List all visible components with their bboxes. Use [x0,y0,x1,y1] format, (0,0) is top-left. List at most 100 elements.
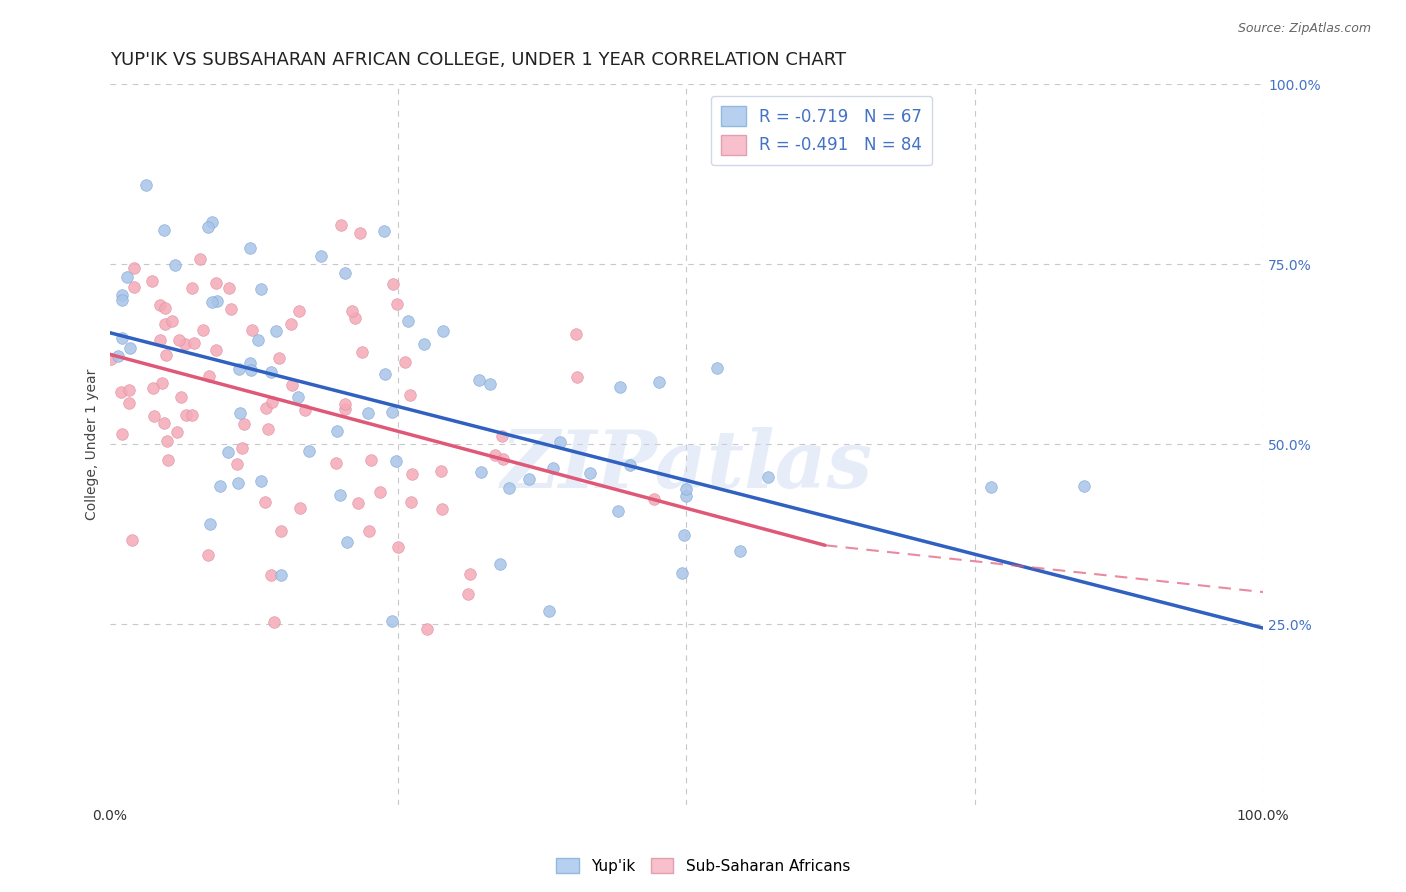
Point [170,390,193,404]
Point [197,220,219,235]
Point [226,475,249,490]
Point [247,333,270,347]
Point [256,401,278,416]
Point [381,614,404,628]
Point [204,343,226,358]
Point [672,527,695,541]
Point [328,488,350,502]
Point [330,218,353,232]
Point [181,408,204,422]
Point [370,484,392,499]
Point [188,252,211,266]
Point [232,417,254,431]
Point [228,361,250,376]
Point [118,384,141,398]
Point [467,373,489,387]
Point [260,568,283,582]
Point [149,298,172,312]
Point [578,466,600,480]
Point [231,441,253,455]
Point [100,351,122,366]
Point [381,404,404,418]
Point [142,381,165,395]
Point [333,267,356,281]
Point [385,297,408,311]
Point [156,452,179,467]
Point [155,348,177,362]
Text: Source: ZipAtlas.com: Source: ZipAtlas.com [1237,22,1371,36]
Point [118,396,141,410]
Point [197,548,219,562]
Point [148,334,170,348]
Point [352,344,374,359]
Point [325,457,347,471]
Point [198,369,221,384]
Point [174,409,197,423]
Point [347,495,370,509]
Point [111,293,134,308]
Point [980,480,1002,494]
Point [250,281,273,295]
Point [169,333,191,347]
Point [166,425,188,440]
Point [298,444,321,458]
Point [1073,479,1095,493]
Point [432,502,454,516]
Point [606,504,628,518]
Point [225,457,247,471]
Point [205,276,228,290]
Point [333,397,356,411]
Point [201,215,224,229]
Point [373,224,395,238]
Point [155,301,177,315]
Point [336,535,359,549]
Point [294,402,316,417]
Point [287,303,309,318]
Point [228,406,250,420]
Point [374,368,396,382]
Point [111,427,134,442]
Point [107,349,129,363]
Point [270,568,292,582]
Point [160,314,183,328]
Point [470,465,492,479]
Point [260,365,283,379]
Point [111,331,134,345]
Point [396,314,419,328]
Point [565,326,588,341]
Point [385,454,408,468]
Point [643,491,665,506]
Point [548,435,571,450]
Point [357,406,380,420]
Point [675,489,697,503]
Point [135,178,157,192]
Point [479,377,502,392]
Point [174,337,197,351]
Point [153,416,176,430]
Point [517,472,540,486]
Point [180,281,202,295]
Point [671,566,693,580]
Point [343,310,366,325]
Point [565,369,588,384]
Point [340,304,363,318]
Point [333,402,356,417]
Point [541,460,564,475]
Point [156,434,179,449]
Point [326,424,349,438]
Point [208,479,231,493]
Point [250,475,273,489]
Point [281,378,304,392]
Point [489,557,512,571]
Text: ZIPatlas: ZIPatlas [501,427,873,505]
Point [240,363,263,377]
Text: YUP'IK VS SUBSAHARAN AFRICAN COLLEGE, UNDER 1 YEAR CORRELATION CHART: YUP'IK VS SUBSAHARAN AFRICAN COLLEGE, UN… [110,51,846,69]
Point [239,356,262,370]
Point [619,458,641,472]
Point [260,395,283,409]
Point [257,422,280,436]
Point [647,375,669,389]
Point [756,470,779,484]
Point [253,495,276,509]
Point [219,301,242,316]
